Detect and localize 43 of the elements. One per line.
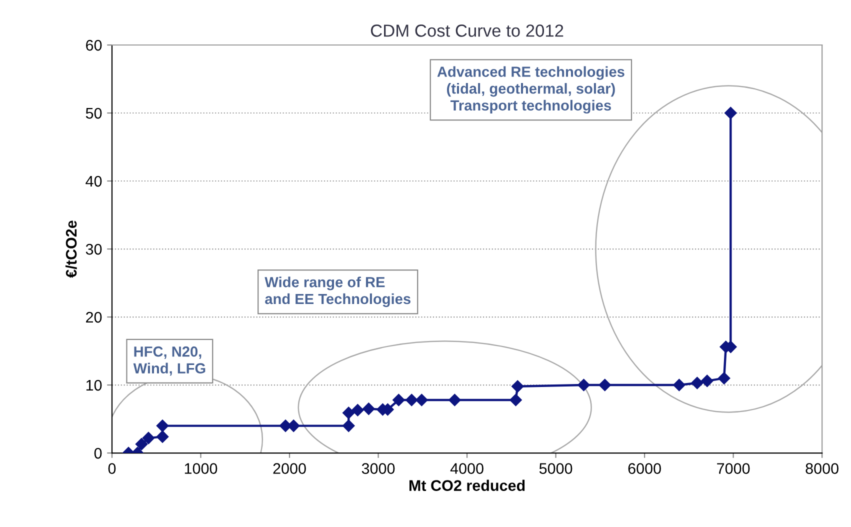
y-tick-label: 50 — [86, 108, 102, 119]
y-tick-label: 20 — [86, 312, 102, 323]
y-axis-title: €/tCO2e — [65, 220, 77, 278]
point — [342, 406, 355, 419]
point — [142, 432, 155, 444]
point — [691, 376, 704, 390]
point — [724, 106, 737, 120]
y-tick-label: 0 — [94, 448, 102, 459]
point — [342, 420, 355, 432]
y-tick-label: 40 — [86, 176, 102, 187]
point — [135, 438, 148, 450]
annotation: Advanced RE technologies (tidal, geothermal, solar) Transport technologies — [437, 66, 624, 114]
point — [673, 378, 686, 392]
x-tick-label: 6000 — [628, 463, 661, 474]
point — [718, 372, 730, 384]
annotation: Wide range of RE and EE Technologies — [264, 276, 410, 308]
point — [512, 380, 524, 392]
point — [701, 374, 714, 388]
x-tick-label: 0 — [108, 463, 116, 474]
point — [448, 394, 461, 406]
point — [416, 394, 428, 406]
point — [352, 404, 364, 416]
point — [406, 394, 418, 406]
point — [598, 378, 611, 392]
point — [156, 420, 169, 432]
x-tick-label: 7000 — [717, 463, 750, 474]
point — [510, 394, 522, 406]
x-tick-label: 3000 — [362, 463, 395, 474]
x-tick-label: 2000 — [273, 463, 306, 474]
y-tick-label: 60 — [86, 40, 102, 51]
annotation: HFC, N20, Wind, LFG — [133, 346, 206, 376]
x-tick-label: 5000 — [539, 463, 572, 474]
x-tick-label: 1000 — [184, 463, 218, 474]
point — [156, 430, 169, 443]
chart-title: CDM Cost Curve to 2012 — [370, 24, 564, 37]
x-axis-title: Mt CO2 reduced — [409, 480, 525, 491]
x-tick-label: 4000 — [450, 463, 484, 474]
y-tick-label: 10 — [86, 380, 102, 391]
point — [578, 378, 590, 392]
point — [362, 402, 375, 415]
point — [392, 394, 405, 406]
x-tick-label: 8000 — [806, 463, 838, 474]
y-tick-label: 30 — [86, 244, 102, 255]
